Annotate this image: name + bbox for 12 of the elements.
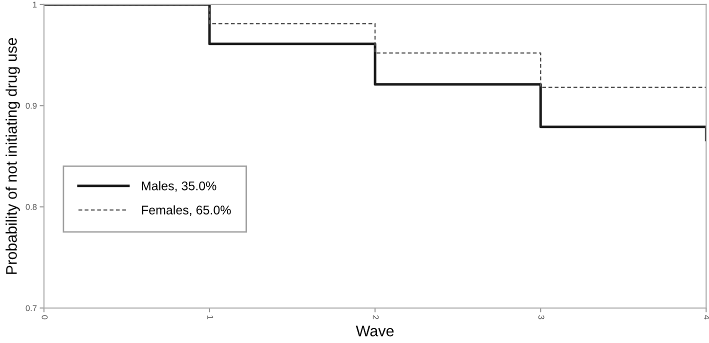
legend-label: Males, 35.0% (142, 181, 216, 192)
x-tick-label: 1 (207, 316, 214, 320)
y-tick-label: 0.7 (26, 305, 37, 312)
x-axis-title: Wave (356, 326, 394, 336)
y-tick-label: 1 (33, 2, 37, 8)
x-tick-label: 2 (372, 315, 379, 320)
y-axis-title: Probability of not initiating drug use (6, 38, 20, 274)
x-tick-label: 0 (42, 315, 48, 320)
y-tick-label: 0.8 (26, 204, 37, 210)
x-tick-label: 3 (538, 315, 544, 320)
y-tick-label: 0.9 (26, 102, 37, 109)
legend-label: Females, 65.0% (142, 205, 231, 216)
